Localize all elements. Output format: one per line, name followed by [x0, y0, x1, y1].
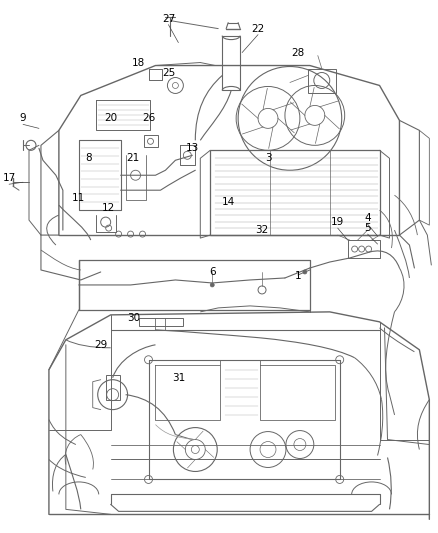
Text: 25: 25	[162, 68, 175, 77]
Text: 30: 30	[127, 313, 140, 323]
Text: 20: 20	[104, 114, 117, 123]
Text: 5: 5	[364, 223, 371, 233]
Text: 27: 27	[162, 14, 175, 23]
Bar	[106, 375, 120, 400]
Bar	[210, 150, 380, 235]
Text: 32: 32	[255, 225, 268, 235]
Text: 6: 6	[209, 267, 215, 277]
Text: 8: 8	[85, 154, 92, 163]
Text: 22: 22	[251, 23, 265, 34]
Text: 19: 19	[331, 217, 344, 227]
Bar	[222, 36, 240, 91]
Text: 12: 12	[102, 203, 115, 213]
Text: 13: 13	[186, 143, 199, 154]
Text: 21: 21	[126, 154, 139, 163]
Text: 26: 26	[142, 114, 155, 123]
Bar	[138, 318, 184, 326]
Circle shape	[303, 270, 307, 274]
Text: 29: 29	[94, 340, 107, 350]
Text: 28: 28	[291, 47, 304, 58]
Bar	[308, 69, 336, 93]
Text: 17: 17	[3, 173, 16, 183]
Text: 14: 14	[222, 197, 235, 207]
Text: 11: 11	[72, 193, 85, 203]
Text: 1: 1	[295, 271, 301, 281]
Text: 4: 4	[364, 213, 371, 223]
Circle shape	[210, 283, 214, 287]
Text: 9: 9	[20, 114, 26, 123]
Bar	[144, 135, 159, 147]
Text: 18: 18	[132, 58, 145, 68]
Text: 3: 3	[265, 154, 271, 163]
Text: 31: 31	[172, 373, 185, 383]
